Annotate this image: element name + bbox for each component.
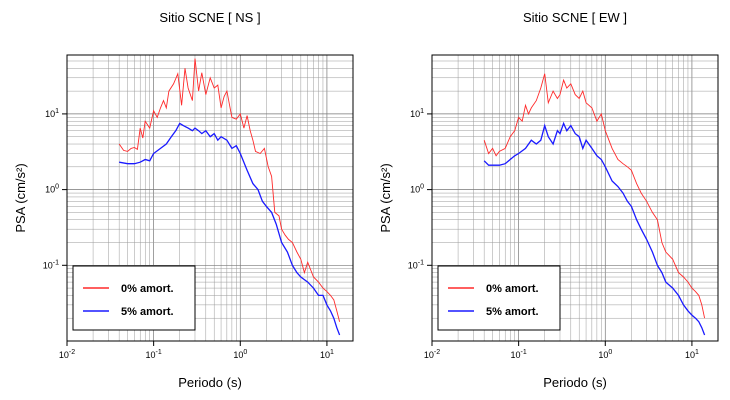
x-tick-label: 101 bbox=[320, 349, 334, 360]
series-5pct-line bbox=[483, 121, 706, 336]
plot-frame bbox=[66, 54, 354, 342]
series-5pct-line bbox=[119, 122, 341, 336]
x-tick-label: 100 bbox=[233, 349, 247, 360]
plot-frame bbox=[431, 54, 719, 342]
x-axis-label: Periodo (s) bbox=[178, 375, 242, 390]
series-0pct-line bbox=[483, 73, 706, 319]
y-tick-label: 10-1 bbox=[408, 259, 424, 270]
chart-title: Sitio SCNE [ NS ] bbox=[159, 10, 260, 25]
y-tick-label: 100 bbox=[45, 184, 59, 195]
y-tick-label: 101 bbox=[45, 108, 59, 119]
y-tick-label: 100 bbox=[410, 184, 424, 195]
legend: 0% amort. 5% amort. bbox=[437, 265, 561, 331]
x-tick-label: 10-1 bbox=[146, 349, 162, 360]
legend-box bbox=[437, 265, 561, 331]
x-tick-label: 10-1 bbox=[511, 349, 527, 360]
x-tick-label: 101 bbox=[685, 349, 699, 360]
y-tick-label: 101 bbox=[410, 108, 424, 119]
legend-label: 0% amort. bbox=[486, 283, 539, 295]
x-tick-label: 10-2 bbox=[424, 349, 440, 360]
legend-label: 5% amort. bbox=[121, 306, 174, 318]
y-tick-label: 10-1 bbox=[43, 259, 59, 270]
legend: 0% amort. 5% amort. bbox=[72, 265, 196, 331]
legend-label: 0% amort. bbox=[121, 283, 174, 295]
y-axis-label: PSA (cm/s²) bbox=[378, 163, 393, 232]
x-tick-label: 10-2 bbox=[59, 349, 75, 360]
legend-label: 5% amort. bbox=[486, 306, 539, 318]
x-axis-label: Periodo (s) bbox=[543, 375, 607, 390]
legend-box bbox=[72, 265, 196, 331]
chart-title: Sitio SCNE [ EW ] bbox=[523, 10, 627, 25]
chart-panel-1: 10-2 10-1 100 101 10-1 100 101 Sitio SCNE [ NS … bbox=[13, 10, 354, 390]
chart-panel-2: 10-2 10-1 100 101 10-1 100 101 Sitio SCNE [ EW … bbox=[378, 10, 719, 390]
y-axis-label: PSA (cm/s²) bbox=[13, 163, 28, 232]
series-0pct-line bbox=[118, 58, 341, 322]
x-tick-label: 100 bbox=[598, 349, 612, 360]
